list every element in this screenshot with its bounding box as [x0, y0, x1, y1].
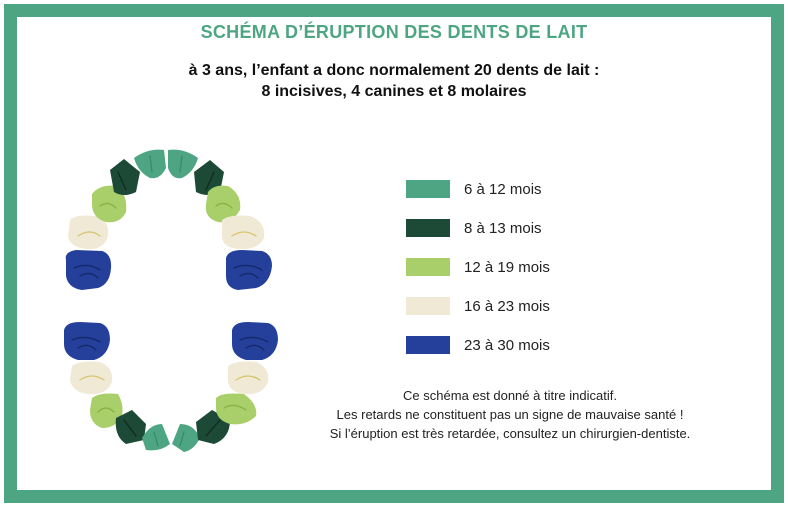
upper-arch: [65, 149, 272, 290]
tooth-lower-lateral-incisor-left: [115, 410, 146, 444]
legend-label: 12 à 19 mois: [464, 258, 550, 276]
subtitle: à 3 ans, l’enfant a donc normalement 20 …: [0, 60, 788, 102]
tooth-upper-molar-2-left: [65, 250, 112, 290]
note-line-2: Les retards ne constituent pas un signe …: [336, 407, 684, 422]
tooth-lower-molar-2-left: [64, 322, 110, 360]
legend-label: 16 à 23 mois: [464, 297, 550, 315]
tooth-upper-central-incisor-right: [168, 149, 198, 179]
diagram-title: SCHÉMA D’ÉRUPTION DES DENTS DE LAIT: [200, 22, 588, 42]
tooth-upper-lateral-incisor-left: [110, 159, 140, 195]
legend-label: 8 à 13 mois: [464, 219, 542, 237]
legend-swatch: [406, 336, 450, 354]
tooth-upper-central-incisor-left: [134, 149, 166, 179]
legend-swatch: [406, 180, 450, 198]
tooth-lower-central-incisor-right: [172, 424, 200, 452]
legend-item-6-12: 6 à 12 mois: [406, 180, 542, 198]
tooth-lower-molar-1-left: [70, 361, 113, 395]
legend-item-16-23: 16 à 23 mois: [406, 297, 550, 315]
subtitle-line-1: à 3 ans, l’enfant a donc normalement 20 …: [188, 62, 600, 79]
tooth-lower-canine-left: [90, 393, 123, 428]
legend-item-8-13: 8 à 13 mois: [406, 219, 542, 237]
note-line-1: Ce schéma est donné à titre indicatif.: [403, 388, 617, 403]
lower-arch: [64, 322, 278, 452]
tooth-upper-lateral-incisor-right: [194, 160, 224, 195]
legend-item-23-30: 23 à 30 mois: [406, 336, 550, 354]
tooth-lower-canine-right: [216, 393, 257, 425]
legend-swatch: [406, 258, 450, 276]
legend-swatch: [406, 297, 450, 315]
note-line-3: Si l’éruption est très retardée, consult…: [329, 426, 691, 441]
tooth-detail-lines: [71, 155, 269, 447]
tooth-lower-molar-2-right: [232, 322, 278, 360]
tooth-lower-molar-1-right: [228, 361, 269, 395]
disclaimer-note: Ce schéma est donné à titre indicatif. L…: [262, 386, 758, 443]
legend-label: 6 à 12 mois: [464, 180, 542, 198]
legend-item-12-19: 12 à 19 mois: [406, 258, 550, 276]
subtitle-line-2: 8 incisives, 4 canines et 8 molaires: [261, 83, 527, 100]
legend-swatch: [406, 219, 450, 237]
legend-label: 23 à 30 mois: [464, 336, 550, 354]
tooth-upper-molar-2-right: [226, 250, 272, 290]
